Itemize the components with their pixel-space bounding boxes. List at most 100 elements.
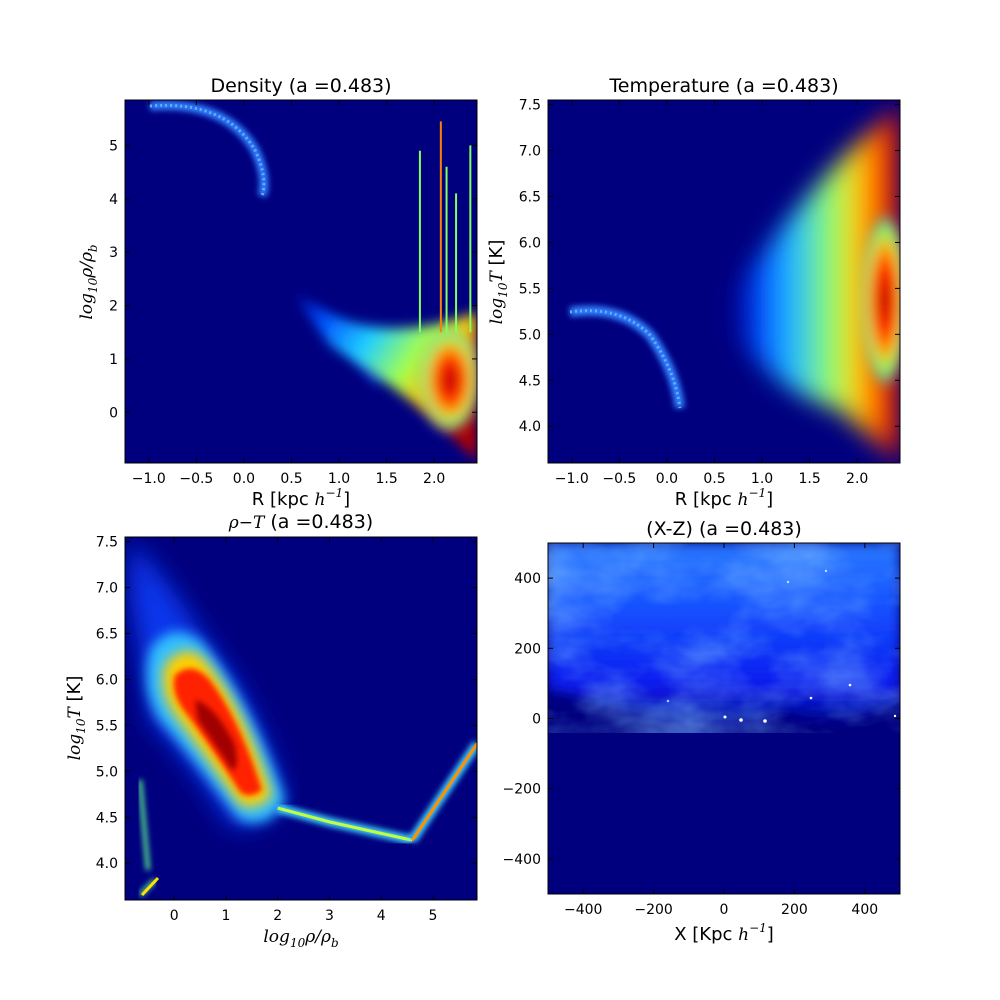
x-tick-label: 0 <box>720 902 729 918</box>
rho-t-axes: 0 1 2 3 4 5 4.0 4.5 5.0 5.5 6.0 6.5 7.0 7.5 <box>96 535 477 924</box>
density-xlabel: R [kpc h−1] <box>252 486 350 510</box>
x-tick-label: 2 <box>273 908 282 924</box>
x-tick-label: 1.0 <box>751 471 773 487</box>
temperature-xlabel: R [kpc h−1] <box>675 486 773 510</box>
x-tick-label: 1.5 <box>375 471 397 487</box>
x-tick-label: −200 <box>634 902 672 918</box>
y-tick-label: 6.0 <box>519 235 541 251</box>
y-tick-label: 0 <box>532 712 541 728</box>
x-tick-label: −0.5 <box>179 471 213 487</box>
y-tick-label: 7.5 <box>519 98 541 114</box>
y-tick-label: 4 <box>109 192 118 208</box>
rho-t-cold-tail-core <box>140 876 160 897</box>
x-z-point <box>848 683 852 687</box>
density-filaments <box>417 121 473 333</box>
x-tick-label: 0 <box>170 908 179 924</box>
y-tick-label: 6.5 <box>519 189 541 205</box>
rho-t-ridge-core <box>277 806 413 842</box>
x-z-point <box>739 718 743 722</box>
x-z-map <box>548 543 900 733</box>
density-arc-core <box>149 103 266 197</box>
temperature-spikes <box>841 361 895 413</box>
rho-t-upturn-core <box>411 742 477 842</box>
x-tick-label: −1.0 <box>555 471 589 487</box>
temperature-ylabel: log10T [K] <box>486 240 510 325</box>
x-tick-label: 3 <box>325 908 334 924</box>
y-tick-label: −200 <box>503 782 541 798</box>
temperature-arc-core <box>569 309 682 409</box>
y-tick-label: 6.0 <box>96 672 118 688</box>
x-tick-label: 4 <box>377 908 386 924</box>
temperature-heatmap <box>569 105 900 463</box>
y-tick-label: 5 <box>109 138 118 154</box>
x-z-title: (X-Z) (a =0.483) <box>646 518 802 540</box>
y-tick-label: 200 <box>514 641 541 657</box>
y-tick-label: 4.0 <box>96 856 118 872</box>
x-z-xlabel: X [Kpc h−1] <box>674 921 774 945</box>
x-z-wisps <box>548 543 900 733</box>
density-title: Density (a =0.483) <box>210 75 391 97</box>
y-tick-label: 6.5 <box>96 626 118 642</box>
x-tick-label: −400 <box>564 902 602 918</box>
x-z-axes: −400 −200 0 200 400 −400 −200 0 200 400 <box>503 543 900 918</box>
panel-density: −1.0 −0.5 0.0 0.5 1.0 1.5 2.0 0 1 2 3 4 5 Density (a… <box>77 75 478 510</box>
x-tick-label: 2.0 <box>423 471 445 487</box>
x-tick-label: 1.5 <box>798 471 820 487</box>
x-tick-label: 0.5 <box>703 471 725 487</box>
y-tick-label: 4.5 <box>519 373 541 389</box>
temperature-frame <box>547 99 901 464</box>
x-tick-label: 2.0 <box>846 471 868 487</box>
y-tick-label: 5.0 <box>519 327 541 343</box>
x-z-point <box>723 715 727 719</box>
y-tick-label: −400 <box>503 852 541 868</box>
x-tick-label: 1.0 <box>328 471 350 487</box>
y-tick-label: 2 <box>109 299 118 315</box>
y-tick-label: 5.5 <box>96 718 118 734</box>
x-z-point <box>786 580 790 584</box>
density-heatmap <box>149 100 477 462</box>
temperature-title: Temperature (a =0.483) <box>608 75 838 97</box>
y-tick-label: 0 <box>109 405 118 421</box>
x-tick-label: 0.0 <box>656 471 678 487</box>
rho-t-frame <box>124 536 478 901</box>
x-z-point <box>893 714 897 718</box>
x-z-point <box>809 696 813 700</box>
x-tick-label: 0.0 <box>233 471 255 487</box>
y-tick-label: 400 <box>514 571 541 587</box>
rho-t-blob-center <box>195 700 237 770</box>
y-tick-label: 7.5 <box>96 535 118 551</box>
y-tick-label: 7.0 <box>519 144 541 160</box>
temperature-core <box>860 210 900 390</box>
y-tick-label: 5.0 <box>96 764 118 780</box>
x-z-point <box>763 719 767 723</box>
y-tick-label: 1 <box>109 352 118 368</box>
x-tick-label: −0.5 <box>602 471 636 487</box>
rho-t-title: ρ−T (a =0.483) <box>228 511 373 533</box>
x-tick-label: 200 <box>781 902 808 918</box>
x-tick-label: 0.5 <box>280 471 302 487</box>
density-core <box>418 325 477 435</box>
density-axes: −1.0 −0.5 0.0 0.5 1.0 1.5 2.0 0 1 2 3 4 5 <box>109 100 477 487</box>
x-z-point <box>666 699 670 703</box>
panel-x-z: −400 −200 0 200 400 −400 −200 0 200 400 (X-Z) (a … <box>503 518 901 945</box>
temperature-axes: −1.0 −0.5 0.0 0.5 1.0 1.5 2.0 4.0 4.5 5.0 5.5 6.0 6.… <box>519 98 900 487</box>
panel-rho-t: 0 1 2 3 4 5 4.0 4.5 5.0 5.5 6.0 6.5 7.0 7.5 ρ−T (a =0… <box>64 511 478 950</box>
x-tick-label: 1 <box>221 908 230 924</box>
y-tick-label: 5.5 <box>519 281 541 297</box>
x-z-point <box>824 569 828 573</box>
x-tick-label: −1.0 <box>132 471 166 487</box>
rho-t-xlabel: log10ρ/ρb <box>263 927 338 950</box>
rho-t-heatmap <box>130 540 477 897</box>
y-tick-label: 4.0 <box>519 419 541 435</box>
y-tick-label: 4.5 <box>96 810 118 826</box>
density-frame <box>124 99 478 464</box>
rho-t-ylabel: log10T [K] <box>64 676 88 761</box>
temperature-cloud <box>730 105 900 463</box>
x-tick-label: 400 <box>851 902 878 918</box>
x-tick-label: 5 <box>429 908 438 924</box>
y-tick-label: 3 <box>109 245 118 261</box>
y-tick-label: 7.0 <box>96 581 118 597</box>
panel-temperature: −1.0 −0.5 0.0 0.5 1.0 1.5 2.0 4.0 4.5 5.0 5.5 6.0 6.… <box>486 75 901 510</box>
density-ylabel: log10ρ/ρb <box>77 244 100 319</box>
